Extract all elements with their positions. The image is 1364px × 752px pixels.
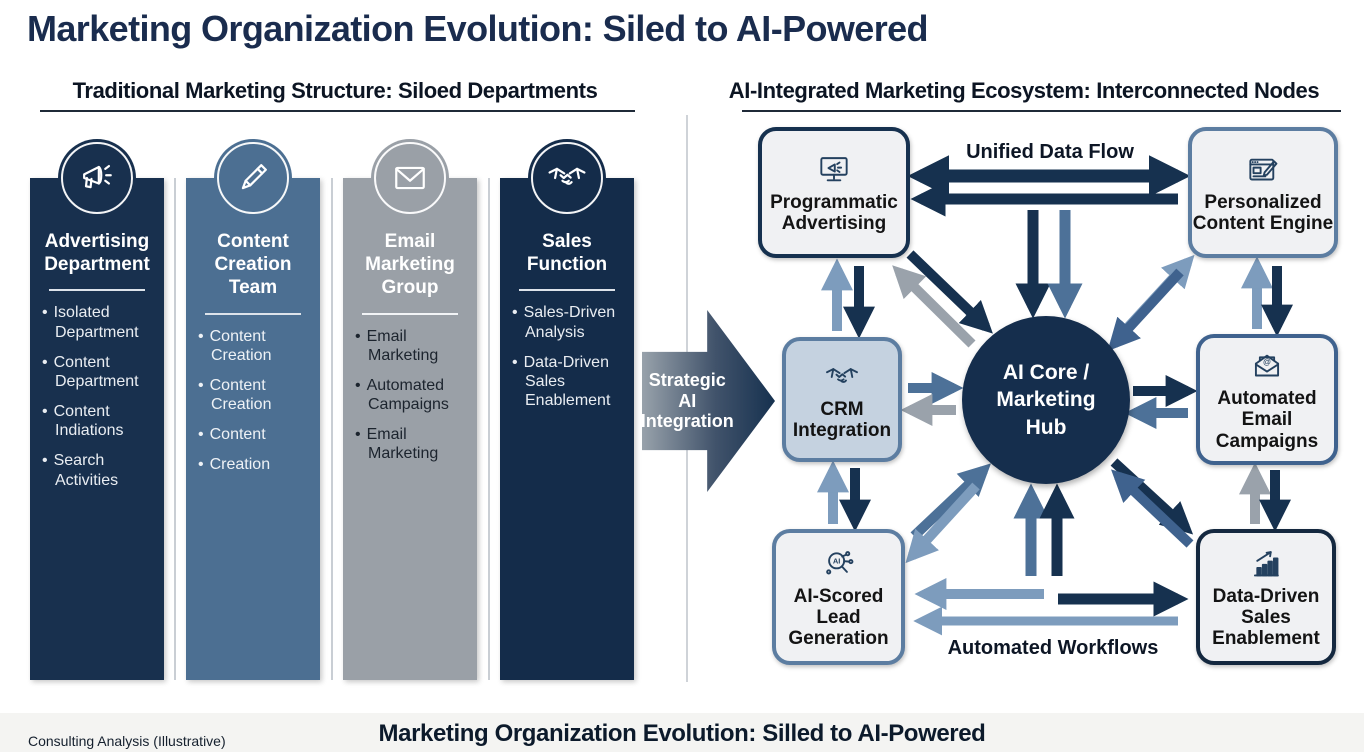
column-divider (331, 178, 333, 680)
pen-icon (214, 139, 292, 217)
column-divider (488, 178, 490, 680)
flow-arrow (1116, 254, 1195, 340)
flow-arrow (1107, 268, 1184, 352)
silo-bullet: Email Marketing (355, 327, 469, 365)
node-programmatic-advertising: Programmatic Advertising (758, 127, 910, 258)
right-panel-header: AI-Integrated Marketing Ecosystem: Inter… (728, 78, 1320, 103)
monitor-megaphone-icon (813, 151, 855, 189)
unified-data-flow-label: Unified Data Flow (966, 141, 1134, 163)
footer-title: Marketing Organization Evolution: Silled… (378, 720, 986, 747)
handshake-icon (528, 139, 606, 217)
node-ai-scored-lead-generation: AI AI-Scored Lead Generation (772, 529, 905, 665)
ai-core-hub: AI Core / Marketing Hub (962, 316, 1130, 484)
node-label: AI-Scored Lead Generation (788, 585, 889, 650)
node-label: Automated Email Campaigns (1215, 388, 1319, 452)
silo-bullet: Email Marketing (355, 425, 469, 463)
automated-workflows-label: Automated Workflows (947, 637, 1159, 659)
silo-bullet: Content Indiations (42, 402, 156, 440)
silo-bullet: Automated Campaigns (355, 376, 469, 414)
silo-bullet: Sales-Driven Analysis (512, 303, 626, 341)
browser-pencil-icon (1242, 151, 1284, 189)
silo-title: Content Creation Team (214, 231, 292, 299)
silo-bullet: Creation (198, 455, 312, 474)
node-label: CRM Integration (792, 398, 892, 441)
node-label: Personalized Content Engine (1192, 191, 1334, 234)
silo-divider (361, 312, 459, 315)
hub-label: AI Core / Marketing Hub (996, 361, 1096, 439)
column-divider (174, 178, 176, 680)
silo-title: Advertising Department (44, 231, 150, 276)
footer-note: Consulting Analysis (Illustrative) (28, 733, 226, 749)
silo-bullet: Isolated Department (42, 303, 156, 341)
footer-bar: Consulting Analysis (Illustrative) Marke… (0, 713, 1364, 752)
silo-bullet: Content (198, 425, 312, 444)
silo-bullet-list: Isolated Department Content Department Con… (30, 303, 164, 490)
node-data-driven-sales-enablement: Data-Driven Sales Enablement (1196, 529, 1336, 665)
node-crm-integration: CRM Integration (782, 337, 902, 462)
magnifier-ai-icon: AI (818, 545, 860, 583)
flow-arrow (1110, 458, 1194, 535)
silo-divider (518, 289, 616, 292)
svg-text:AI: AI (832, 556, 840, 565)
silo-column-advertising-department: Advertising Department Isolated Departmen… (30, 139, 164, 680)
silo-title: Sales Function (526, 231, 608, 276)
silo-column-email-marketing-group: Email Marketing Group Email Marketing Auto… (343, 139, 477, 680)
flow-arrow (910, 463, 991, 540)
silo-bullet-list: Email Marketing Automated Campaigns Email … (343, 327, 477, 464)
left-panel-header: Traditional Marketing Structure: Siloed … (72, 78, 598, 103)
strategic-ai-integration-arrow: Strategic AI Integration (642, 310, 775, 492)
flow-arrow (905, 482, 980, 564)
silo-bullet-list: Content Creation Content Creation Content C… (186, 327, 320, 475)
silo-bullet: Content Department (42, 353, 156, 391)
left-header-underline (40, 110, 635, 112)
silo-bullet: Search Activities (42, 451, 156, 489)
silo-divider (48, 289, 146, 292)
silo-divider (204, 312, 302, 315)
flow-arrow (906, 250, 993, 334)
svg-text:@: @ (1263, 358, 1271, 367)
node-label: Data-Driven Sales Enablement (1212, 585, 1320, 650)
envelope-icon (371, 139, 449, 217)
flow-arrow (892, 265, 976, 348)
silo-column-content-creation-team: Content Creation TeamContent CreationCon… (186, 139, 320, 680)
page-title: Marketing Organization Evolution: Siled … (27, 8, 929, 49)
node-automated-email-campaigns: @ Automated Email Campaigns (1196, 334, 1338, 465)
bar-chart-arrow-icon (1245, 545, 1287, 583)
silo-bullet: Data-Driven Sales Enablement (512, 353, 626, 411)
handshake-icon (821, 358, 863, 396)
envelope-at-icon: @ (1246, 347, 1288, 385)
silo-title: Email Marketing Group (365, 231, 455, 299)
silo-column-sales-function: Sales Function Sales-Driven Analysis Data-… (500, 139, 634, 680)
silo-bullet: Content Creation (198, 327, 312, 365)
megaphone-icon (58, 139, 136, 217)
silo-bullet: Content Creation (198, 376, 312, 414)
flow-arrow (1111, 469, 1194, 548)
right-header-underline (742, 110, 1341, 112)
strategic-arrow-label: Strategic AI Integration (640, 369, 734, 432)
node-personalized-content-engine: Personalized Content Engine (1188, 127, 1338, 258)
node-label: Programmatic Advertising (770, 191, 898, 234)
silo-bullet-list: Sales-Driven Analysis Data-Driven Sales E… (500, 303, 634, 410)
